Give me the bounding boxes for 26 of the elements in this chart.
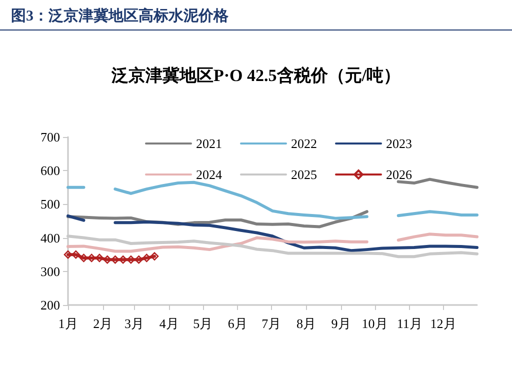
x-tick-label: 9月 bbox=[331, 316, 351, 331]
x-tick-label: 4月 bbox=[159, 316, 179, 331]
x-tick-label: 3月 bbox=[124, 316, 144, 331]
x-tick-label: 11月 bbox=[396, 316, 422, 331]
legend-label: 2024 bbox=[196, 167, 222, 182]
x-tick-label: 7月 bbox=[262, 316, 282, 331]
x-tick-label: 6月 bbox=[228, 316, 248, 331]
y-tick-label: 600 bbox=[40, 163, 60, 178]
legend-label: 2023 bbox=[386, 136, 412, 151]
chart-title: 图3：泛京津冀地区高标水泥价格 bbox=[11, 6, 230, 24]
chart-subtitle: 泛京津冀地区P·O 42.5含税价（元/吨） bbox=[110, 66, 400, 85]
legend-label: 2025 bbox=[291, 167, 317, 182]
legend-label: 2022 bbox=[291, 136, 317, 151]
x-tick-label: 8月 bbox=[296, 316, 316, 331]
y-tick-label: 400 bbox=[40, 230, 60, 246]
x-tick-label: 1月 bbox=[58, 316, 78, 331]
x-tick-label: 2月 bbox=[93, 316, 113, 331]
legend-label: 2026 bbox=[386, 167, 412, 182]
x-tick-label: 10月 bbox=[362, 316, 388, 331]
y-tick-label: 300 bbox=[40, 264, 60, 279]
y-tick-label: 500 bbox=[40, 196, 60, 212]
y-tick-label: 700 bbox=[40, 130, 60, 144]
x-tick-label: 12月 bbox=[430, 316, 456, 331]
legend-label: 2021 bbox=[196, 136, 222, 151]
x-tick-label: 5月 bbox=[193, 316, 213, 331]
y-tick-label: 200 bbox=[40, 298, 60, 312]
